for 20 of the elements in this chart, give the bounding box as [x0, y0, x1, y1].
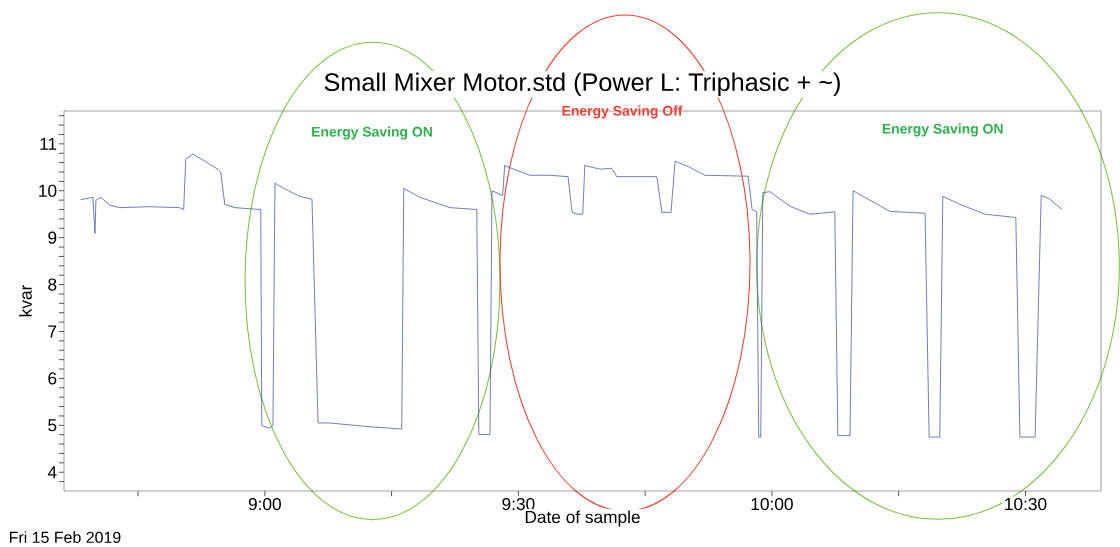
y-tick-label: 10 [39, 184, 57, 197]
y-tick-label: 9 [48, 231, 57, 244]
x-tick-label: 9:30 [502, 497, 535, 510]
y-axis-title: kvar [19, 284, 32, 316]
x-tick-label: 10:30 [1005, 497, 1047, 510]
x-tick-label: 9:00 [248, 497, 281, 510]
x-axis-title: Date of sample [525, 510, 640, 527]
annotation: Energy Saving Off [562, 105, 683, 119]
y-tick-label: 5 [48, 419, 57, 432]
text: Fri 15 Feb 2019 [10, 531, 121, 543]
y-tick-label: 6 [48, 372, 57, 385]
annotation: Energy Saving ON [882, 123, 1003, 137]
y-tick-label: 11 [40, 137, 57, 150]
x-tick-label: 10:00 [751, 497, 793, 510]
chart-title: Small Mixer Motor.std (Power L: Triphasic + ~) [324, 72, 840, 96]
y-tick-label: 7 [48, 325, 57, 338]
y-tick-label: 8 [48, 278, 57, 291]
line-series [80, 153, 1063, 438]
annotation: Energy Saving ON [312, 126, 432, 140]
y-tick-label: 4 [47, 466, 57, 478]
